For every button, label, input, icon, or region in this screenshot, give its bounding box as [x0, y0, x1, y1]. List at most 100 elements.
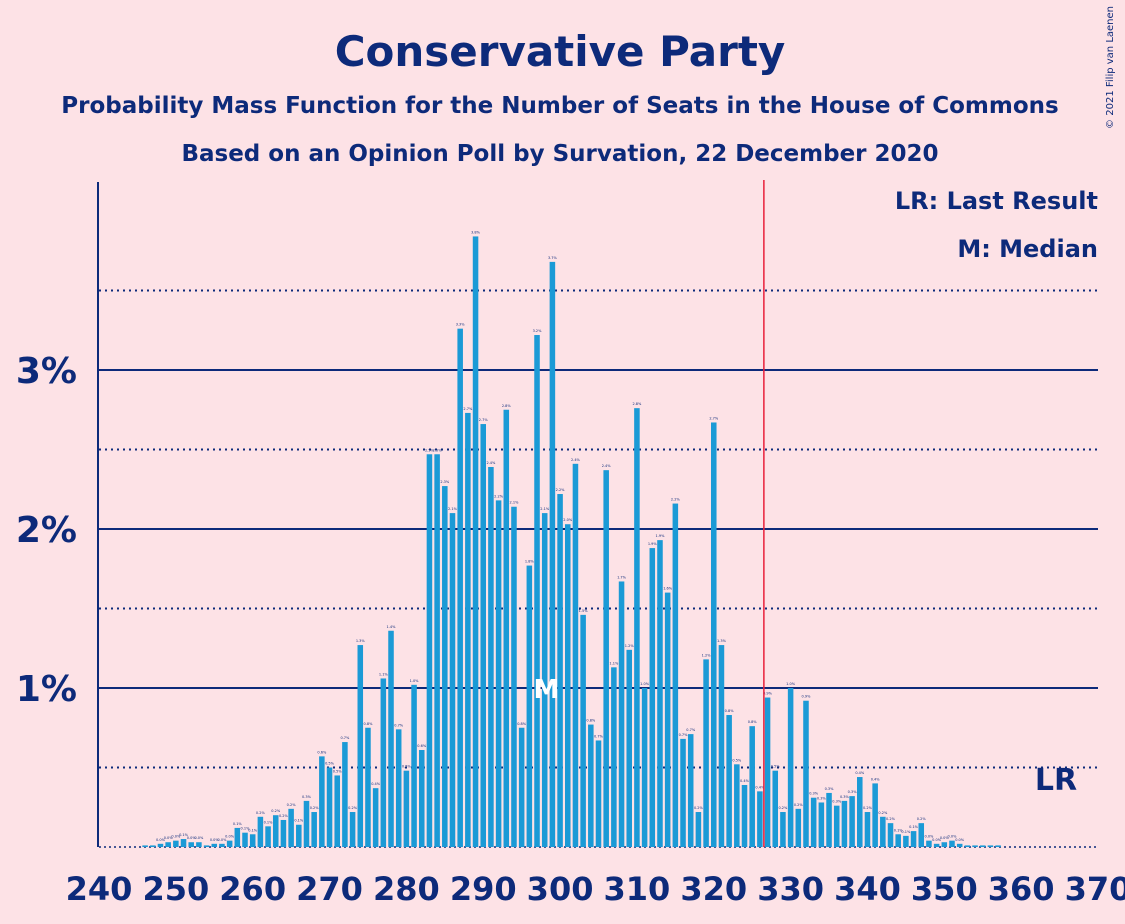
bar [534, 335, 540, 847]
bar-value-label: 0.1% [241, 827, 251, 831]
bar [903, 835, 909, 847]
bar [611, 667, 617, 847]
last-result-label: LR [1035, 763, 1077, 798]
bar-value-label: 2.7% [479, 418, 489, 422]
bar-value-label: 0.3% [809, 792, 819, 796]
bar-value-label: 0.1% [264, 820, 274, 824]
bar-value-label: 1.3% [356, 639, 366, 643]
bar-value-label: 0.8% [364, 722, 374, 726]
copyright-note: © 2021 Filip van Laenen [1105, 6, 1116, 129]
bar [795, 808, 802, 847]
bar [480, 424, 486, 847]
bar-value-label: 0.7% [594, 734, 604, 738]
bar [849, 796, 855, 847]
bar-value-label: 0.2% [794, 803, 804, 807]
bar [741, 784, 748, 847]
bar [626, 649, 633, 847]
bar [972, 845, 978, 847]
bar-value-label: 1.5% [579, 609, 589, 613]
chart-subtitle-2: Based on an Opinion Poll by Survation, 2… [181, 141, 938, 167]
bar [449, 513, 456, 847]
bar [488, 466, 494, 847]
bar [426, 454, 433, 847]
bar-value-label: 0.1% [909, 825, 919, 829]
bar-value-label: 2.2% [671, 498, 681, 502]
bar-value-label: 2.4% [486, 461, 496, 465]
bar [219, 843, 225, 847]
bar-value-label: 0.2% [863, 806, 873, 810]
bar [810, 797, 817, 847]
bar-value-label: 2.4% [571, 458, 581, 462]
y-tick-label: 1% [16, 669, 77, 710]
bar [380, 678, 387, 847]
bar-value-label: 0.0% [225, 835, 235, 839]
bar-value-label: 0.3% [825, 787, 835, 791]
bar [964, 845, 971, 847]
bar-value-label: 0.9% [763, 692, 773, 696]
bar-value-label: 1.1% [609, 661, 619, 665]
bar [703, 659, 709, 847]
bar-value-label: 0.3% [840, 795, 850, 799]
bar-value-label: 0.2% [886, 817, 896, 821]
legend-last-result: LR: Last Result [895, 187, 1098, 215]
bar [833, 805, 840, 847]
bar-value-label: 0.0% [210, 838, 220, 842]
bar [257, 816, 264, 847]
bar-value-label: 0.0% [924, 835, 934, 839]
bar-value-label: 0.0% [171, 835, 181, 839]
bar-value-label: 0.1% [248, 828, 258, 832]
bar [342, 742, 348, 847]
bar [564, 524, 571, 847]
bar [349, 812, 356, 847]
bar-value-label: 2.7% [463, 407, 473, 411]
bar [672, 503, 679, 847]
bar-value-label: 1.6% [663, 587, 673, 591]
bar [196, 842, 202, 847]
bar [173, 840, 179, 847]
y-tick-label: 3% [16, 351, 77, 392]
bar-value-label: 0.1% [901, 830, 911, 834]
bar-value-label: 2.4% [602, 464, 612, 468]
bar [211, 843, 218, 847]
median-marker: M [533, 675, 559, 705]
bar [841, 800, 848, 847]
bar-value-label: 0.9% [802, 695, 812, 699]
bar-value-label: 1.0% [640, 682, 650, 686]
bar [549, 261, 556, 847]
bar [695, 812, 702, 847]
bar-value-label: 0.0% [948, 835, 958, 839]
bar-value-label: 2.2% [556, 488, 566, 492]
bar-value-label: 0.7% [340, 736, 350, 740]
bar [442, 486, 448, 847]
bar-value-label: 2.0% [563, 518, 573, 522]
bar-value-label: 1.2% [625, 644, 635, 648]
bar [526, 565, 533, 847]
bar-value-label: 2.7% [709, 416, 719, 420]
bar [757, 791, 763, 847]
bar-value-label: 1.8% [525, 560, 535, 564]
bar [933, 843, 940, 847]
bar-value-label: 3.2% [533, 329, 543, 333]
bar [403, 770, 410, 847]
bar [887, 823, 894, 847]
bar-value-label: 0.1% [233, 822, 243, 826]
bar [180, 839, 187, 847]
bar [995, 845, 1001, 847]
bar [718, 645, 725, 847]
bar [372, 788, 379, 847]
bar [918, 823, 925, 847]
bar-value-label: 0.2% [310, 806, 320, 810]
bar-value-label: 0.7% [686, 728, 696, 732]
bars [142, 236, 1001, 847]
bar-value-label: 0.2% [917, 817, 927, 821]
bar [311, 812, 317, 847]
bar-value-label: 0.2% [878, 811, 888, 815]
bar [288, 808, 294, 847]
bar [987, 845, 994, 847]
bar-value-label: 0.0% [194, 836, 204, 840]
bar [726, 715, 732, 847]
bar-value-label: 0.4% [371, 782, 381, 786]
bar-value-label: 0.8% [725, 709, 735, 713]
bar [296, 824, 302, 847]
bar-value-label: 0.5% [333, 769, 343, 773]
